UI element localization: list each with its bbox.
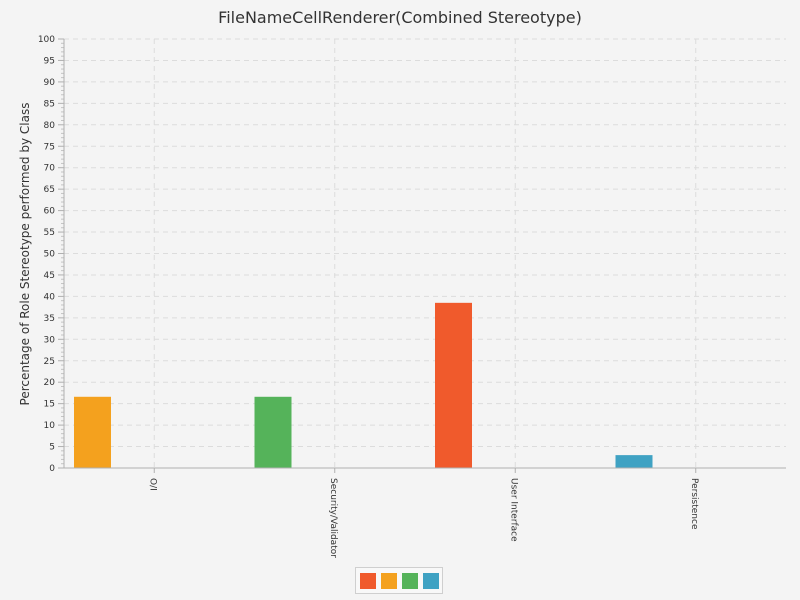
x-tick-label: User Interface <box>508 478 518 542</box>
y-tick-label: 70 <box>44 164 56 174</box>
y-tick-label: 90 <box>44 78 56 88</box>
y-tick-label: 10 <box>44 421 56 431</box>
bar <box>435 302 472 468</box>
legend-swatch[interactable] <box>401 572 418 589</box>
legend-swatch[interactable] <box>359 572 376 589</box>
axes <box>58 38 786 473</box>
y-tick-label: 0 <box>49 464 55 474</box>
chart-title: FileNameCellRenderer(Combined Stereotype… <box>218 8 582 27</box>
y-tick-labels: 0 5 10 15 20 25 30 35 40 45 50 55 60 65 70 75 80 85 90 95 10… <box>38 35 55 474</box>
y-tick-label: 85 <box>44 99 55 109</box>
y-tick-label: 20 <box>44 378 56 388</box>
y-tick-label: 60 <box>44 207 56 217</box>
y-tick-label: 95 <box>44 56 55 66</box>
bars <box>74 302 653 468</box>
y-tick-label: 45 <box>44 271 55 281</box>
y-tick-label: 50 <box>44 250 56 260</box>
bar <box>615 455 653 468</box>
legend <box>355 567 443 594</box>
bar <box>254 396 292 468</box>
category-labels: O/I Security/Validator User Interface Persi… <box>147 478 699 558</box>
x-tick-label: O/I <box>147 478 157 491</box>
legend-swatch[interactable] <box>380 572 397 589</box>
y-tick-label: 80 <box>44 121 56 131</box>
y-tick-label: 65 <box>44 185 55 195</box>
x-tick-label: Security/Validator <box>328 478 338 558</box>
y-tick-label: 40 <box>44 292 56 302</box>
y-tick-label: 55 <box>44 228 55 238</box>
y-tick-label: 5 <box>49 443 55 453</box>
y-tick-label: 100 <box>38 35 55 45</box>
y-tick-label: 15 <box>44 400 55 410</box>
bar <box>74 396 111 468</box>
y-tick-label: 30 <box>44 335 56 345</box>
y-tick-label: 35 <box>44 314 55 324</box>
grid-lines <box>64 38 786 468</box>
y-tick-label: 75 <box>44 142 55 152</box>
legend-swatch[interactable] <box>422 572 439 589</box>
x-tick-label: Persistence <box>689 478 699 530</box>
y-axis-label: Percentage of Role Stereotype performed … <box>18 103 32 406</box>
y-tick-label: 25 <box>44 357 55 367</box>
